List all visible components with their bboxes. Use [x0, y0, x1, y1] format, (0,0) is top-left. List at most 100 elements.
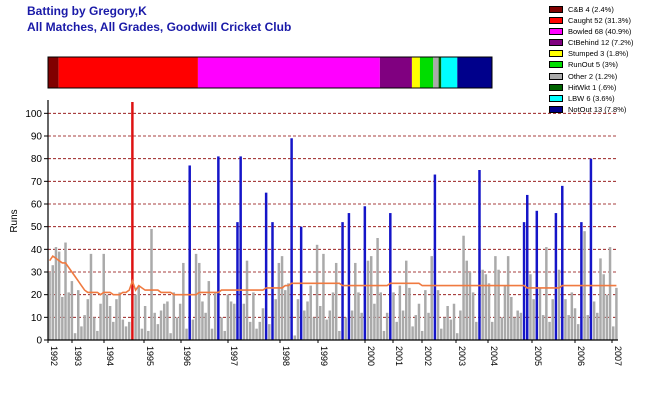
innings-bar [379, 292, 383, 340]
x-tick-label: 2005 [533, 346, 543, 366]
innings-bar [102, 253, 105, 340]
innings-bar [401, 310, 405, 340]
chart-title: Batting by Gregory,K [27, 4, 147, 18]
dismissal-segment [197, 57, 380, 88]
innings-bar [570, 292, 574, 340]
innings-bar [459, 310, 462, 340]
innings-bar [169, 333, 172, 340]
innings-bar [319, 306, 322, 340]
innings-bar [322, 253, 325, 340]
innings-bar [341, 222, 344, 340]
innings-bar [481, 269, 484, 340]
y-tick-label: 0 [36, 336, 42, 347]
y-axis-label: Runs [9, 209, 20, 232]
innings-bar [77, 290, 80, 340]
y-tick-label: 40 [31, 245, 43, 256]
legend-item: RunOut 5 (3%) [549, 59, 649, 70]
dismissal-segment [438, 57, 442, 88]
innings-bar [255, 328, 258, 340]
innings-bar [576, 324, 580, 340]
innings-bar [223, 330, 226, 340]
dismissal-segment [419, 57, 434, 88]
innings-bar [373, 303, 376, 340]
innings-bar [602, 274, 605, 340]
innings-bar [331, 292, 335, 340]
innings-bar [478, 170, 481, 340]
innings-bar [131, 102, 134, 340]
innings-bar [242, 303, 246, 340]
innings-bar [516, 310, 519, 340]
innings-bar [150, 228, 153, 340]
innings-bar [567, 315, 570, 340]
legend-swatch [549, 17, 563, 25]
innings-bar [510, 296, 513, 340]
innings-bar [580, 222, 583, 340]
innings-bar [449, 319, 453, 340]
innings-bar [217, 156, 220, 340]
innings-bar [519, 312, 523, 340]
y-tick-label: 100 [25, 109, 42, 120]
innings-bar [411, 326, 414, 340]
legend-item: C&B 4 (2.4%) [549, 4, 649, 15]
innings-bar [210, 328, 214, 340]
innings-bar [261, 308, 265, 340]
innings-bar [64, 242, 67, 340]
x-tick-label: 2002 [423, 346, 433, 366]
innings-bar [207, 281, 211, 340]
innings-bar [564, 299, 567, 340]
chart-subtitle: All Matches, All Grades, Goodwill Cricke… [27, 20, 292, 34]
innings-bar [191, 319, 195, 340]
legend-item: Bowled 68 (40.9%) [549, 26, 649, 37]
innings-bar [105, 294, 109, 340]
innings-bar [344, 317, 347, 340]
innings-bar [293, 335, 297, 340]
legend-item: Other 2 (1.2%) [549, 71, 649, 82]
dismissal-segment [457, 57, 492, 88]
innings-bar [290, 138, 293, 340]
innings-bar [115, 299, 118, 340]
innings-bar [118, 292, 121, 340]
innings-bar [312, 317, 316, 340]
innings-bar [277, 262, 281, 340]
innings-bar [395, 321, 398, 340]
innings-bar [325, 319, 328, 340]
y-tick-label: 70 [31, 177, 43, 188]
legend-item: CtBehind 12 (7.2%) [549, 37, 649, 48]
dismissal-segment [441, 57, 458, 88]
innings-bar [89, 253, 93, 340]
x-tick-label: 2007 [613, 346, 623, 366]
x-tick-label: 2000 [366, 346, 376, 366]
innings-bar [545, 247, 548, 340]
chart-legend: C&B 4 (2.4%) Caught 52 (31.3%) Bowled 68 (… [549, 4, 649, 115]
innings-bar [213, 292, 217, 340]
innings-bar [338, 330, 341, 340]
x-tick-label: 2004 [489, 346, 499, 366]
legend-label: NotOut 13 (7.8%) [568, 104, 627, 114]
x-tick-label: 1994 [105, 346, 115, 366]
legend-label: Caught 52 (31.3%) [568, 16, 631, 26]
innings-bar [398, 285, 402, 340]
innings-bar [137, 285, 140, 340]
innings-bar [51, 265, 55, 340]
innings-bar [408, 287, 411, 340]
innings-bar [360, 312, 363, 340]
y-tick-label: 10 [31, 313, 43, 324]
innings-bar [99, 303, 102, 340]
legend-swatch [549, 83, 563, 91]
innings-bar [605, 294, 609, 340]
innings-bar [61, 296, 64, 340]
innings-bar [497, 269, 500, 340]
innings-bar [417, 303, 421, 340]
x-tick-label: 1999 [319, 346, 329, 366]
innings-bar [236, 222, 239, 340]
innings-bar [204, 312, 207, 340]
innings-bar [182, 262, 185, 340]
innings-bar [513, 317, 516, 340]
innings-bar [548, 321, 551, 340]
innings-bar [162, 303, 166, 340]
innings-bar [67, 292, 70, 340]
innings-bar [369, 256, 373, 340]
innings-bar [462, 235, 465, 340]
innings-bar [382, 330, 386, 340]
